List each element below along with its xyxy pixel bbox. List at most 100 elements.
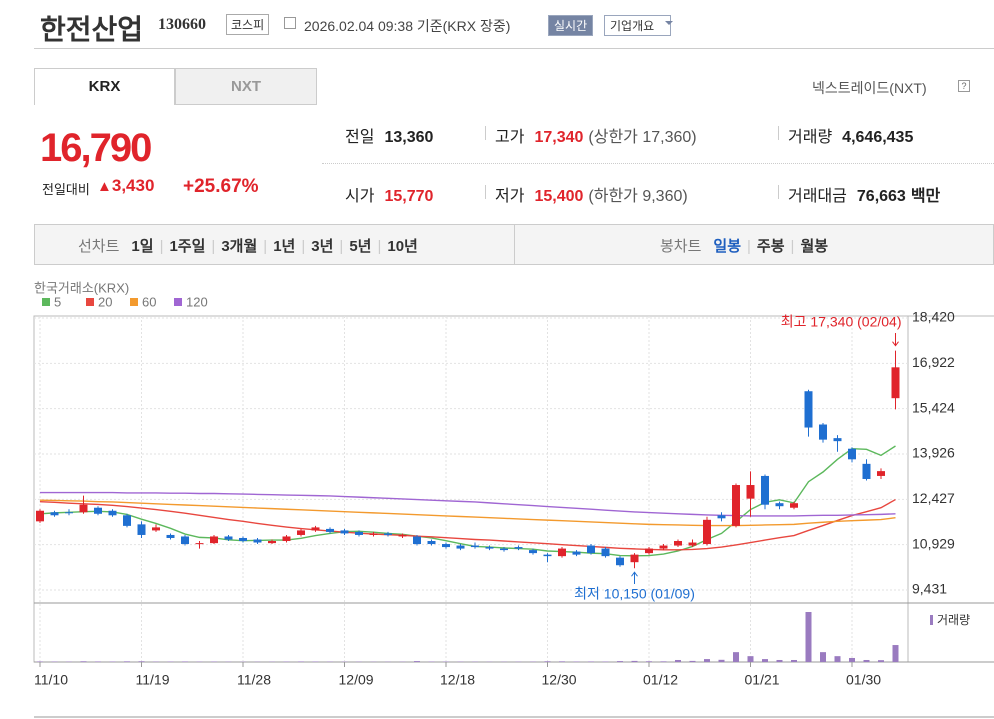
legend-swatch: [130, 298, 138, 306]
candle-body: [601, 548, 610, 557]
y-tick-label: 13,926: [912, 445, 955, 461]
separator: |: [159, 238, 164, 255]
x-tick-label: 12/09: [339, 672, 374, 688]
stat-extra: 백만: [910, 188, 941, 205]
x-tick-label: 12/18: [440, 672, 475, 688]
period-option[interactable]: 3개월: [221, 238, 258, 255]
candle-body: [79, 504, 88, 513]
candle-body: [645, 548, 653, 554]
period-option[interactable]: 1년: [273, 238, 296, 255]
volume-bar: [718, 659, 725, 662]
candle-body: [326, 528, 334, 532]
y-tick-label: 9,431: [912, 581, 947, 597]
y-tick-label: 15,424: [912, 399, 955, 415]
candle-body: [427, 541, 436, 545]
candle-body: [616, 557, 624, 566]
up-icon: ▲: [97, 178, 112, 195]
volume-bar: [805, 612, 812, 662]
volume-bar: [660, 661, 667, 662]
volume-bar: [834, 656, 841, 662]
legend-swatch: [42, 298, 50, 306]
candle-body: [210, 536, 218, 544]
nxt-link[interactable]: 넥스트레이드(NXT): [812, 80, 927, 96]
y-tick-label: 16,922: [912, 354, 955, 370]
candle-body: [514, 547, 523, 549]
x-tick-label: 12/30: [542, 672, 577, 688]
market-badge: 코스피: [226, 14, 270, 35]
x-tick-label: 01/21: [745, 672, 780, 688]
tab-krx[interactable]: KRX: [34, 68, 175, 105]
divider: [34, 48, 994, 49]
candle-body: [703, 519, 711, 545]
ma-line: [39, 445, 896, 557]
candle-body: [94, 507, 102, 514]
separator: |: [263, 238, 268, 255]
candle-body: [224, 536, 233, 540]
volume-bar: [138, 661, 145, 662]
period-option[interactable]: 1주일: [169, 238, 206, 255]
candle-body: [65, 512, 73, 514]
stat-extra: (상한가 17,360): [588, 129, 697, 146]
candle-body: [282, 536, 291, 542]
volume-bar: [704, 659, 710, 662]
timestamp: 2026.02.04 09:38 기준(KRX 장중): [304, 18, 511, 34]
candle-body: [152, 527, 160, 531]
tab-nxt[interactable]: NXT: [175, 68, 317, 105]
volume-bar: [892, 645, 899, 662]
volume-bar: [80, 661, 87, 662]
candle-body: [268, 541, 276, 544]
candle-body: [630, 554, 639, 563]
candle-body: [471, 545, 479, 548]
separator: |: [377, 238, 382, 255]
low-annotation: 최저 10,150 (01/09): [574, 586, 695, 602]
x-tick-label: 11/28: [237, 672, 271, 688]
period-option[interactable]: 10년: [387, 238, 418, 255]
candle-body: [804, 391, 813, 428]
legend-label: 5: [54, 294, 61, 309]
x-tick-label: 01/12: [643, 672, 678, 688]
volume-bar: [414, 661, 420, 662]
stat: 거래량 4,646,435: [788, 123, 913, 147]
candle-body: [239, 537, 247, 542]
candle-body: [529, 550, 537, 554]
low-arrow: [631, 571, 638, 584]
volume-bar: [182, 661, 188, 662]
separator: |: [211, 238, 216, 255]
divider: [322, 163, 994, 164]
option-label: 봉차트: [660, 238, 702, 255]
help-icon[interactable]: ?: [958, 80, 970, 92]
legend-swatch: [174, 298, 182, 306]
volume-bar: [617, 661, 623, 662]
period-option[interactable]: 5년: [349, 238, 372, 255]
volume-bar: [37, 661, 43, 662]
ma-line: [40, 491, 896, 517]
stat-value: 76,663: [856, 188, 906, 205]
realtime-button[interactable]: 실시간: [548, 15, 594, 36]
candle-body: [558, 548, 566, 557]
candle-body: [195, 543, 204, 545]
separator: |: [301, 238, 306, 255]
period-option[interactable]: 3년: [311, 238, 334, 255]
candle-body: [166, 534, 175, 538]
separator: [485, 126, 486, 140]
period-option[interactable]: 월봉: [800, 238, 829, 255]
stat: 저가 15,400 (하한가 9,360): [495, 182, 688, 206]
volume-bar: [544, 661, 551, 662]
legend-swatch: [930, 615, 933, 625]
candle-body: [500, 548, 508, 551]
volume-bar: [849, 657, 855, 662]
candle-body: [790, 503, 798, 508]
legend-label: 120: [186, 294, 208, 309]
candle-body: [775, 503, 784, 507]
x-tick-label: 11/19: [136, 672, 170, 688]
candle-body: [674, 541, 682, 546]
separator: [514, 224, 515, 265]
period-option[interactable]: 1일: [131, 238, 154, 255]
period-option[interactable]: 일봉: [713, 238, 742, 255]
company-button[interactable]: 기업개요: [604, 15, 672, 36]
period-option[interactable]: 주봉: [756, 238, 785, 255]
change-label: 전일대비: [42, 182, 90, 197]
chart: 한국거래소(KRX) 9,431 10,929 12,427 13,926 15,424…: [33, 280, 994, 718]
stock-name: 한전산업: [40, 14, 144, 45]
stat-label: 저가: [495, 188, 525, 205]
